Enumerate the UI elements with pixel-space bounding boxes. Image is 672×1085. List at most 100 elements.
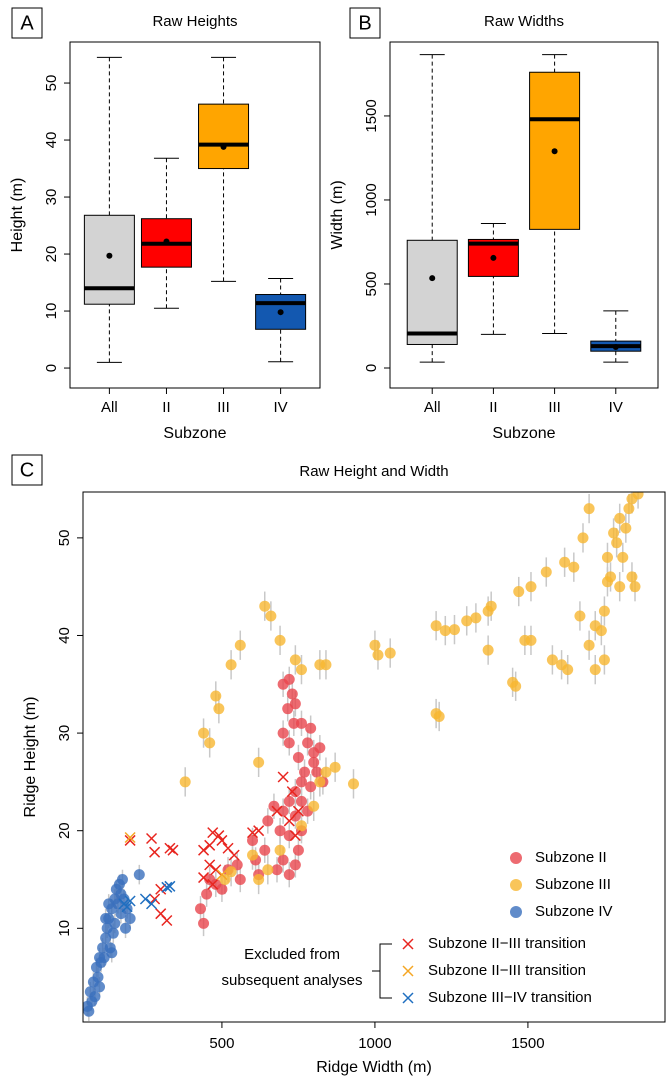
point (259, 844, 271, 856)
point (598, 605, 610, 617)
plot-frame (69, 41, 321, 389)
point (608, 527, 620, 539)
x-tick-label: II (489, 399, 497, 416)
point (583, 503, 595, 515)
point (120, 922, 132, 934)
cross-point (198, 872, 210, 884)
point (268, 800, 280, 812)
point (601, 551, 613, 563)
panel-label: B (358, 12, 371, 34)
point (95, 956, 107, 968)
point (430, 620, 442, 632)
point (299, 766, 311, 778)
y-axis-label: Width (m) (329, 180, 346, 249)
legend-swatch (402, 992, 414, 1004)
legend-label: Subzone III−IV transition (428, 989, 592, 1006)
x-tick-label: 1500 (511, 1035, 544, 1052)
y-tick-label: 30 (56, 725, 73, 742)
point (247, 849, 259, 861)
point (195, 903, 207, 915)
point (289, 654, 301, 666)
point (282, 703, 294, 715)
mean-dot (163, 238, 170, 245)
point (470, 612, 482, 624)
point (546, 654, 558, 666)
plot-area (83, 492, 644, 1022)
point (623, 503, 635, 515)
mean-dot (490, 254, 497, 261)
legend-swatch (510, 906, 522, 918)
x-axis-label: Subzone (163, 425, 226, 442)
point (283, 830, 295, 842)
cross-point (216, 869, 228, 881)
legend-label: Subzone II−III transition (428, 962, 586, 979)
point (311, 766, 323, 778)
point (283, 673, 295, 685)
plot-frame (389, 41, 659, 389)
cross-point (246, 827, 259, 839)
point (632, 492, 644, 500)
point (562, 664, 574, 676)
cross-point (271, 805, 283, 817)
cross-point (164, 842, 176, 854)
point (271, 864, 283, 876)
point (433, 710, 445, 722)
legend-swatch (402, 938, 414, 950)
point (115, 888, 127, 900)
point (485, 600, 497, 612)
point (372, 649, 384, 661)
point (620, 522, 632, 534)
point (286, 688, 298, 700)
mean-dot (551, 148, 558, 155)
cross-point (210, 864, 222, 876)
point (305, 781, 317, 793)
point (601, 576, 613, 588)
panel: C Raw Height and Width Ridge Width (m) Ridg… (11, 454, 666, 1076)
mean-dot (277, 309, 284, 316)
legend-label: Subzone II−III transition (428, 935, 586, 952)
y-tick-label: 0 (363, 364, 380, 372)
cross-point (124, 895, 136, 907)
x-tick-label: 1000 (358, 1035, 391, 1052)
point (295, 664, 307, 676)
cross-point (228, 849, 240, 861)
point (225, 866, 237, 878)
point (83, 1005, 95, 1017)
point (274, 634, 286, 646)
box (83, 214, 135, 305)
point (302, 737, 314, 749)
point (289, 786, 301, 798)
y-tick-label: 20 (56, 822, 73, 839)
y-tick-label: 30 (43, 189, 60, 206)
point (201, 888, 213, 900)
y-tick-label: 50 (56, 530, 73, 547)
point (283, 869, 295, 881)
chart-title: Raw Heights (152, 13, 237, 30)
y-axis-label: Ridge Height (m) (22, 697, 39, 818)
point (629, 581, 641, 593)
point (525, 581, 537, 593)
point (626, 571, 638, 583)
cross-point (149, 846, 161, 858)
cross-point (216, 834, 228, 846)
point (292, 751, 304, 763)
cross-point (164, 880, 176, 892)
mean-dot (429, 275, 436, 282)
cross-point (146, 832, 158, 845)
panel-label-box (349, 7, 381, 39)
point (305, 722, 317, 734)
point (314, 742, 326, 754)
point (289, 810, 301, 822)
point (568, 561, 580, 573)
point (100, 913, 112, 925)
point (283, 737, 295, 749)
legend-swatch (510, 879, 522, 891)
legend-bracket (372, 943, 392, 999)
point (295, 776, 307, 788)
point (574, 610, 586, 622)
y-tick-label: 40 (43, 132, 60, 149)
point (595, 625, 607, 637)
cross-point (155, 883, 167, 895)
panel: A Raw Heights Subzone Height (m) 0 10 20 30 40 50… (9, 7, 321, 442)
point (219, 873, 231, 885)
